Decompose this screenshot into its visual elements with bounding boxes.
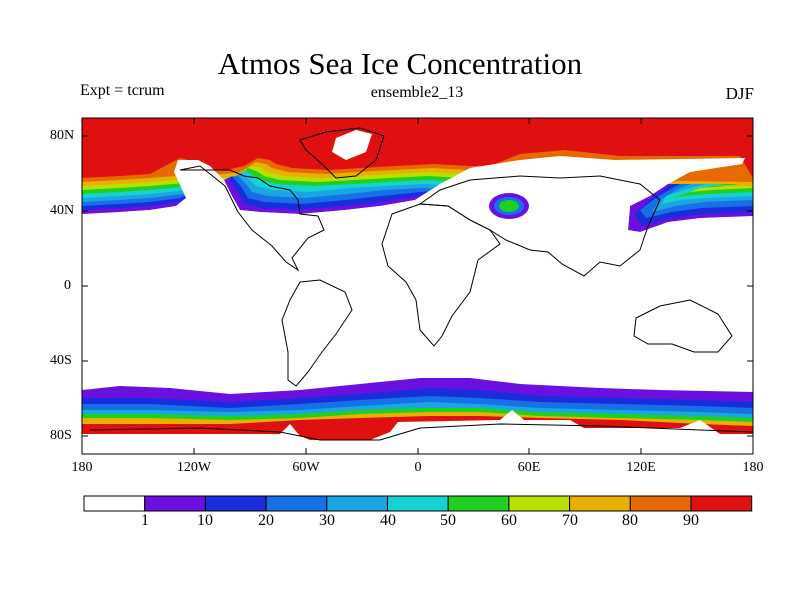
season-label: DJF bbox=[725, 84, 754, 103]
colorbar-swatch bbox=[265, 495, 328, 512]
lat-label-40s: 40S bbox=[50, 353, 72, 368]
colorbar-swatch bbox=[690, 495, 753, 512]
lon-label-180e: 180 bbox=[742, 460, 764, 475]
lat-label-40n: 40N bbox=[50, 203, 75, 218]
colorbar-swatch bbox=[326, 495, 388, 512]
colorbar-swatch bbox=[508, 495, 571, 512]
map-area bbox=[82, 118, 753, 454]
axis-ticks bbox=[82, 118, 753, 454]
colorbar-swatch bbox=[83, 495, 146, 512]
coastlines bbox=[89, 127, 753, 441]
colorbar-swatch bbox=[204, 495, 267, 512]
colorbar-label: 40 bbox=[380, 512, 396, 529]
arctic-ice-field bbox=[82, 118, 753, 236]
lon-label-0: 0 bbox=[414, 460, 422, 475]
antarctic-ice-field bbox=[82, 378, 753, 454]
colorbar-label: 50 bbox=[440, 512, 456, 529]
ensemble-label: ensemble2_13 bbox=[370, 84, 464, 101]
lon-label-120w: 120W bbox=[176, 460, 212, 475]
colorbar-label: 80 bbox=[622, 512, 638, 529]
page-title: Atmos Sea Ice Concentration bbox=[217, 46, 583, 81]
lon-label-60e: 60E bbox=[517, 460, 541, 475]
caspian-ice bbox=[489, 193, 529, 219]
lon-label-180w: 180 bbox=[71, 460, 93, 475]
colorbar-swatch bbox=[144, 495, 206, 512]
lon-label-60w: 60W bbox=[292, 460, 320, 475]
lat-label-0: 0 bbox=[64, 278, 71, 293]
colorbar-label: 60 bbox=[501, 512, 517, 529]
experiment-label: Expt = tcrum bbox=[80, 82, 165, 99]
lat-label-80s: 80S bbox=[50, 428, 72, 443]
colorbar-label: 90 bbox=[683, 512, 699, 529]
colorbar-label: 10 bbox=[197, 512, 213, 529]
colorbar-label: 70 bbox=[562, 512, 578, 529]
colorbar-swatch bbox=[447, 495, 510, 512]
colorbar-label: 1 bbox=[141, 512, 149, 529]
colorbar-swatch bbox=[569, 495, 631, 512]
colorbar-label: 30 bbox=[319, 512, 335, 529]
lon-label-120e: 120E bbox=[626, 460, 656, 475]
colorbar-swatch bbox=[387, 495, 449, 512]
colorbar-label: 20 bbox=[258, 512, 274, 529]
lat-label-80n: 80N bbox=[50, 128, 75, 143]
colorbar bbox=[83, 495, 753, 512]
colorbar-swatch bbox=[629, 495, 692, 512]
